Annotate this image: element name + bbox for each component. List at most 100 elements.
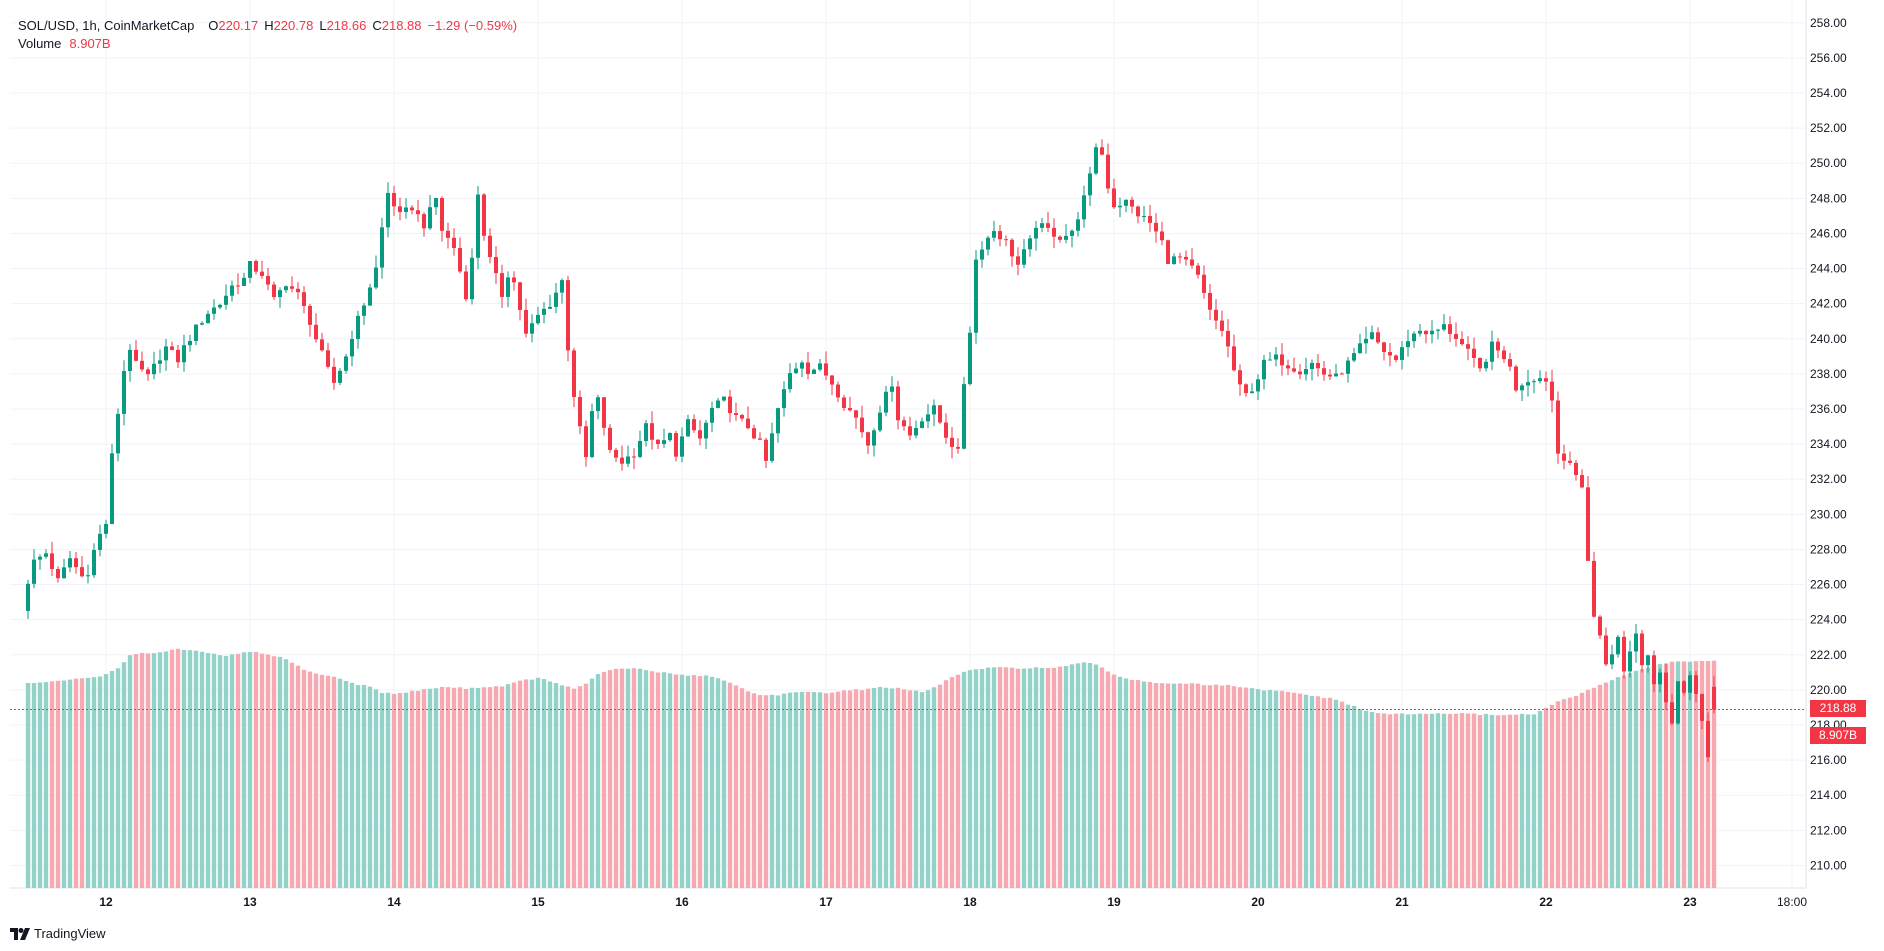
candle-body <box>236 285 240 287</box>
last-price-tag: 218.88 <box>1810 700 1866 717</box>
candle-body <box>1040 223 1044 228</box>
candle-body <box>224 295 228 305</box>
candle-body <box>962 384 966 449</box>
candle-body <box>566 280 570 351</box>
close-value: 218.88 <box>381 18 422 33</box>
candle-body <box>374 267 378 288</box>
candle-body <box>530 323 534 334</box>
candle-body <box>608 427 612 450</box>
candle-body <box>584 426 588 458</box>
candle-body <box>590 411 594 458</box>
volume-bar <box>1519 713 1525 888</box>
volume-bar <box>1381 713 1387 888</box>
volume-bar <box>583 683 589 888</box>
price-tick-label: 210.00 <box>1810 858 1847 872</box>
volume-bar <box>265 654 271 888</box>
candle-body <box>32 559 36 584</box>
volume-bar <box>925 690 931 888</box>
candle-body <box>602 397 606 428</box>
volume-bar <box>175 648 181 888</box>
candle-body <box>1316 362 1320 369</box>
candle-body <box>1238 370 1242 385</box>
volume-label[interactable]: Volume <box>18 36 62 51</box>
volume-bar <box>1543 707 1549 888</box>
candle-body <box>974 259 978 333</box>
candle-body <box>1010 239 1014 257</box>
volume-bar <box>151 653 157 888</box>
tradingview-logo[interactable]: TradingView <box>10 926 106 941</box>
volume-bar <box>103 674 109 888</box>
candle-body <box>494 256 498 274</box>
volume-bar <box>259 653 265 888</box>
candle-body <box>500 273 504 297</box>
candle-body <box>914 427 918 436</box>
volume-bar <box>169 649 175 888</box>
candle-body <box>1058 236 1062 240</box>
symbol-label[interactable]: SOL/USD, 1h, CoinMarketCap <box>18 18 195 33</box>
candle-body <box>956 446 960 449</box>
candle-body <box>380 227 384 268</box>
time-axis[interactable]: 12 13 14 15 16 17 18 19 20 21 22 23 18:00 <box>99 895 1807 909</box>
candle-body <box>722 396 726 401</box>
close-label: C <box>372 18 382 33</box>
volume-bar <box>121 662 127 888</box>
volume-bar <box>187 650 193 888</box>
volume-bar <box>661 672 667 888</box>
candle-body <box>1676 681 1680 724</box>
volume-bar <box>1597 684 1603 888</box>
volume-bar <box>1057 666 1063 888</box>
candle-body <box>1490 341 1494 362</box>
volume-bar <box>691 675 697 888</box>
candle-body <box>968 332 972 385</box>
candle-body <box>110 453 114 524</box>
volume-bar <box>1285 691 1291 888</box>
volume-bar <box>1489 714 1495 888</box>
candle-body <box>518 282 522 310</box>
volume-bar <box>37 682 43 888</box>
volume-bar <box>643 670 649 888</box>
volume-bar <box>649 671 655 888</box>
volume-bar <box>1495 715 1501 888</box>
candle-body <box>458 247 462 272</box>
volume-bar <box>1345 704 1351 888</box>
volume-bar <box>733 685 739 888</box>
volume-bar <box>301 669 307 888</box>
volume-bar <box>511 682 517 888</box>
volume-bar <box>499 686 505 888</box>
candle-body <box>122 371 126 414</box>
volume-bar <box>619 668 625 888</box>
volume-bar <box>1651 665 1657 888</box>
candle-body <box>980 249 984 260</box>
candle-body <box>1376 332 1380 343</box>
candle-body <box>542 308 546 315</box>
candle-body <box>1208 292 1212 310</box>
volume-bar <box>1411 714 1417 888</box>
volume-bar <box>1627 673 1633 888</box>
candle-body <box>1340 373 1344 375</box>
candle-body <box>1622 636 1626 672</box>
volume-bar <box>271 656 277 888</box>
candle-body <box>902 420 906 427</box>
candle-body <box>56 568 60 579</box>
volume-bar <box>145 653 151 888</box>
price-tick-label: 244.00 <box>1810 262 1847 276</box>
volume-bar <box>1387 714 1393 888</box>
candle-body <box>1628 651 1632 672</box>
volume-bar <box>1591 687 1597 888</box>
volume-bar <box>253 651 259 888</box>
candle-body <box>1130 199 1134 207</box>
candle-body <box>1088 173 1092 196</box>
candle-body <box>1388 352 1392 356</box>
price-axis[interactable]: 258.00 256.00 254.00 252.00 250.00 248.00 246.… <box>1810 16 1847 873</box>
candle-body <box>848 407 852 411</box>
volume-bar <box>241 652 247 888</box>
price-tick-label: 228.00 <box>1810 542 1847 556</box>
volume-bar <box>1531 714 1537 888</box>
volume-bar <box>61 680 67 888</box>
candle-body <box>212 307 216 314</box>
candle-body <box>230 285 234 296</box>
volume-bar <box>139 652 145 888</box>
candle-body <box>536 314 540 324</box>
volume-bar <box>1633 670 1639 888</box>
